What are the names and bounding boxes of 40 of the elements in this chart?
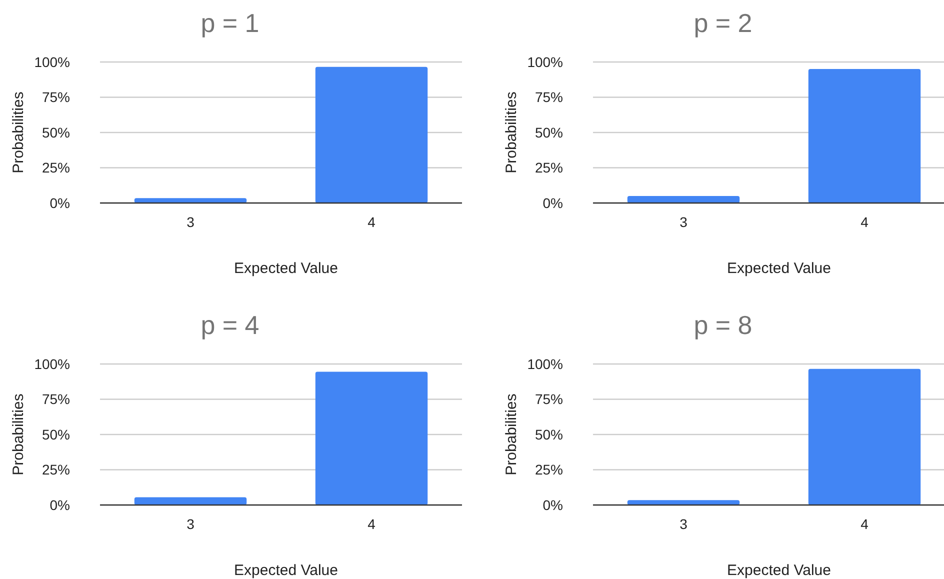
x-tick-label: 3 bbox=[186, 516, 195, 532]
y-tick-label: 25% bbox=[42, 160, 70, 176]
x-tick-label: 3 bbox=[680, 516, 688, 532]
chart-title: p = 2 bbox=[694, 8, 752, 38]
x-axis-title: Expected Value bbox=[234, 260, 338, 277]
x-axis-title: Expected Value bbox=[727, 562, 831, 579]
y-tick-label: 100% bbox=[34, 356, 70, 372]
y-tick-label: 100% bbox=[34, 54, 70, 70]
x-tick-label: 4 bbox=[368, 214, 376, 230]
x-axis-title: Expected Value bbox=[234, 562, 338, 579]
x-tick-label: 4 bbox=[860, 516, 869, 532]
y-tick-label: 25% bbox=[534, 160, 563, 176]
y-axis-title: Probabilities bbox=[10, 394, 27, 476]
chart-title: p = 1 bbox=[200, 8, 260, 38]
x-axis-title: Expected Value bbox=[727, 260, 831, 277]
y-tick-label: 50% bbox=[534, 426, 563, 442]
y-tick-label: 50% bbox=[42, 124, 70, 140]
y-tick-label: 0% bbox=[542, 194, 563, 211]
chart-title: p = 8 bbox=[694, 310, 752, 340]
chart-title: p = 4 bbox=[200, 310, 260, 340]
x-tick-label: 4 bbox=[860, 214, 869, 230]
y-tick-label: 25% bbox=[534, 462, 563, 478]
y-tick-label: 0% bbox=[50, 194, 70, 211]
y-tick-label: 75% bbox=[534, 391, 563, 408]
y-axis-title: Probabilities bbox=[503, 394, 520, 476]
y-tick-label: 25% bbox=[42, 462, 70, 478]
y-tick-label: 75% bbox=[42, 391, 70, 408]
y-tick-label: 50% bbox=[534, 124, 563, 140]
x-tick-label: 3 bbox=[186, 214, 195, 230]
y-axis-title: Probabilities bbox=[503, 92, 520, 174]
y-tick-label: 75% bbox=[42, 89, 70, 106]
x-tick-label: 4 bbox=[368, 516, 376, 532]
y-tick-label: 100% bbox=[527, 54, 563, 70]
y-tick-label: 75% bbox=[534, 89, 563, 106]
y-tick-label: 100% bbox=[527, 356, 563, 372]
x-tick-label: 3 bbox=[680, 214, 688, 230]
y-tick-label: 50% bbox=[42, 426, 70, 442]
y-tick-label: 0% bbox=[542, 496, 563, 513]
y-tick-label: 0% bbox=[50, 496, 70, 513]
y-axis-title: Probabilities bbox=[10, 92, 27, 174]
